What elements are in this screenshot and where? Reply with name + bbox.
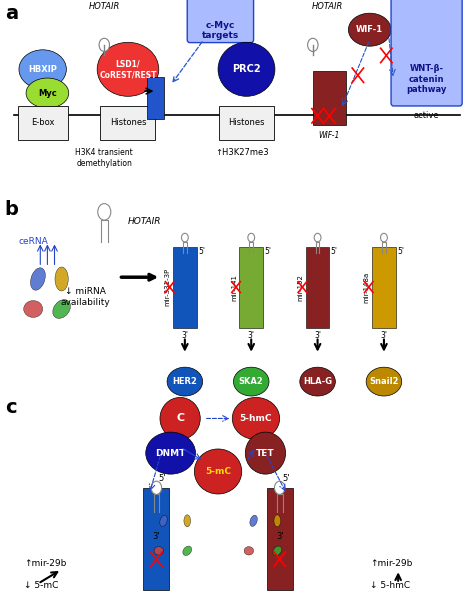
Text: HER2: HER2	[173, 377, 197, 386]
Text: ↑mir-29b: ↑mir-29b	[24, 559, 66, 568]
Text: 5': 5'	[198, 247, 205, 256]
Bar	[266, 488, 293, 590]
Text: ↓ 5-hmC: ↓ 5-hmC	[370, 581, 410, 590]
Ellipse shape	[232, 397, 280, 439]
Bar	[147, 77, 164, 119]
Text: Myc: Myc	[38, 89, 57, 98]
Ellipse shape	[184, 515, 191, 527]
Bar	[143, 488, 169, 590]
Ellipse shape	[19, 50, 66, 89]
Ellipse shape	[274, 515, 281, 527]
Ellipse shape	[183, 546, 191, 556]
Bar	[173, 247, 197, 328]
Text: ↓ 5-mC: ↓ 5-mC	[24, 581, 58, 590]
Ellipse shape	[244, 547, 254, 555]
Text: SKA2: SKA2	[239, 377, 264, 386]
Text: mir-152: mir-152	[297, 274, 303, 301]
Text: Snail2: Snail2	[369, 377, 399, 386]
FancyBboxPatch shape	[219, 106, 274, 140]
Circle shape	[314, 233, 321, 242]
Ellipse shape	[348, 13, 391, 46]
Text: c: c	[5, 398, 17, 417]
Circle shape	[151, 481, 162, 494]
Text: HBXIP: HBXIP	[28, 65, 57, 74]
Text: mir-141: mir-141	[231, 274, 237, 301]
Text: HOTAIR: HOTAIR	[128, 217, 162, 226]
Ellipse shape	[30, 268, 46, 290]
Ellipse shape	[194, 449, 242, 494]
Text: ↓ miRNA
availability: ↓ miRNA availability	[61, 287, 110, 307]
Circle shape	[98, 203, 111, 220]
Ellipse shape	[97, 42, 159, 96]
Text: 5': 5'	[282, 474, 290, 483]
FancyBboxPatch shape	[100, 106, 155, 140]
FancyBboxPatch shape	[391, 0, 462, 106]
Text: PRC2: PRC2	[232, 64, 261, 74]
Ellipse shape	[246, 432, 285, 474]
Text: HLA-G: HLA-G	[303, 377, 332, 386]
Bar	[239, 247, 263, 328]
Text: 5': 5'	[397, 247, 404, 256]
Text: Histones: Histones	[228, 118, 265, 127]
Text: WIF-1: WIF-1	[356, 25, 383, 34]
Ellipse shape	[154, 547, 164, 555]
Circle shape	[248, 233, 255, 242]
Text: LSD1/
CoREST/REST: LSD1/ CoREST/REST	[99, 59, 157, 79]
Ellipse shape	[233, 367, 269, 396]
Ellipse shape	[26, 78, 69, 108]
Text: HOTAIR: HOTAIR	[311, 2, 343, 11]
Ellipse shape	[53, 299, 71, 319]
Text: ↑H3K27me3: ↑H3K27me3	[215, 148, 269, 157]
Ellipse shape	[250, 515, 257, 526]
Circle shape	[308, 38, 318, 52]
Text: a: a	[5, 4, 18, 23]
Circle shape	[182, 233, 188, 242]
Text: WNT-β-
catenin
pathway: WNT-β- catenin pathway	[406, 64, 447, 94]
Ellipse shape	[218, 42, 275, 96]
Text: 5-hmC: 5-hmC	[240, 414, 272, 423]
Text: c-Myc
targets: c-Myc targets	[202, 21, 239, 40]
Text: 3': 3'	[248, 331, 255, 340]
Text: TET: TET	[256, 449, 275, 458]
Text: mir-331-3P: mir-331-3P	[164, 268, 171, 306]
FancyBboxPatch shape	[187, 0, 254, 43]
Text: ceRNA: ceRNA	[19, 237, 49, 246]
Bar	[372, 247, 396, 328]
Circle shape	[99, 38, 109, 52]
Text: active: active	[414, 111, 439, 120]
Text: 3': 3'	[381, 331, 387, 340]
Text: H3K4 transient
demethylation: H3K4 transient demethylation	[75, 148, 133, 168]
Text: 3': 3'	[276, 532, 283, 541]
Text: 3': 3'	[153, 532, 160, 541]
Text: b: b	[5, 200, 18, 219]
Ellipse shape	[300, 367, 336, 396]
Circle shape	[274, 481, 285, 494]
Bar	[306, 247, 329, 328]
Text: C: C	[176, 413, 184, 424]
Text: HOTAIR: HOTAIR	[89, 2, 120, 11]
Text: DNMT: DNMT	[155, 449, 186, 458]
Ellipse shape	[160, 397, 200, 439]
Bar	[313, 71, 346, 125]
Ellipse shape	[55, 267, 68, 291]
Text: ↑mir-29b: ↑mir-29b	[370, 559, 412, 568]
Circle shape	[381, 233, 387, 242]
Text: 5-mC: 5-mC	[205, 467, 231, 476]
Text: 5': 5'	[331, 247, 338, 256]
Ellipse shape	[366, 367, 401, 396]
Ellipse shape	[24, 301, 43, 317]
Ellipse shape	[167, 367, 203, 396]
Text: Histones: Histones	[109, 118, 146, 127]
Ellipse shape	[273, 546, 282, 556]
Ellipse shape	[160, 515, 167, 526]
Text: 5': 5'	[159, 474, 166, 483]
Text: 3': 3'	[182, 331, 188, 340]
FancyBboxPatch shape	[18, 106, 68, 140]
Text: mir-148a: mir-148a	[364, 271, 370, 303]
Text: WIF-1: WIF-1	[319, 131, 340, 140]
Ellipse shape	[146, 432, 195, 474]
Text: 3': 3'	[314, 331, 321, 340]
Text: E-box: E-box	[31, 118, 55, 127]
Text: 5': 5'	[264, 247, 272, 256]
